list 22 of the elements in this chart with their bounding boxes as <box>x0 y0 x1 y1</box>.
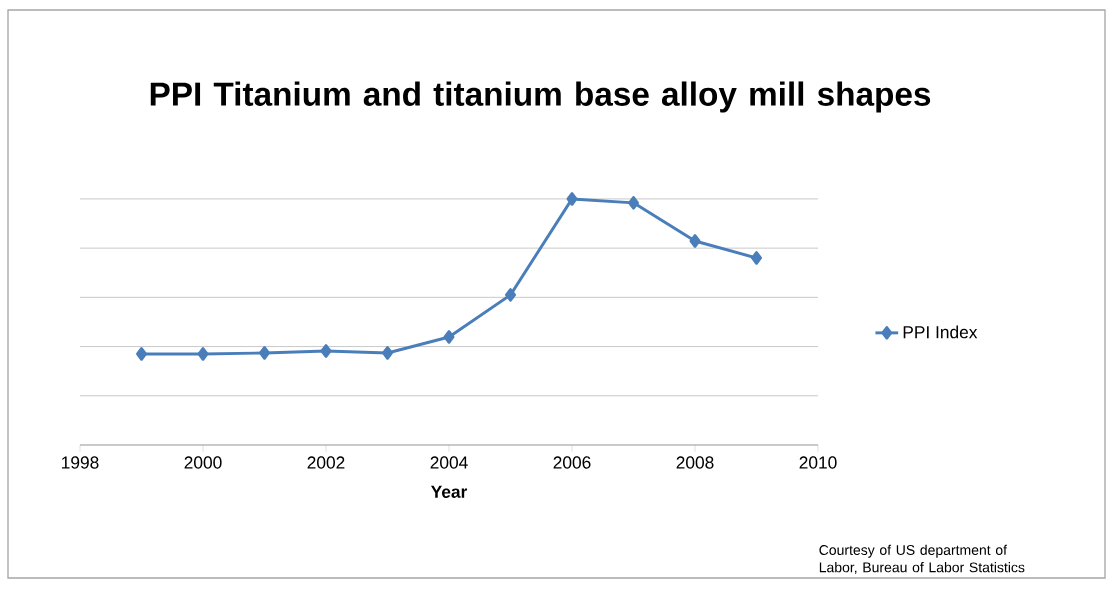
x-tick-label: 2002 <box>307 456 345 469</box>
legend-label: PPI Index <box>903 325 978 339</box>
x-axis-title: Year <box>430 485 468 498</box>
point <box>259 346 270 360</box>
x-tick-label: 1998 <box>62 456 99 469</box>
chart-title: PPI Titanium and titanium base alloy mill shapes <box>150 81 931 113</box>
point <box>566 192 578 206</box>
point <box>136 347 147 361</box>
point <box>751 251 762 265</box>
x-tick-label: 2004 <box>430 456 468 469</box>
point <box>689 234 701 248</box>
x-tick-label: 2010 <box>799 456 837 469</box>
point <box>320 344 332 358</box>
point <box>628 196 639 210</box>
point <box>197 347 209 361</box>
x-tick-label: 2006 <box>553 456 591 469</box>
x-tick-label: 2008 <box>676 456 714 469</box>
point <box>505 288 516 302</box>
point <box>382 346 393 360</box>
point <box>443 330 455 344</box>
text: Courtesy of US department of Labor, Bureau of Labor Statistics <box>819 544 1025 574</box>
x-tick-label: 2000 <box>184 456 222 469</box>
